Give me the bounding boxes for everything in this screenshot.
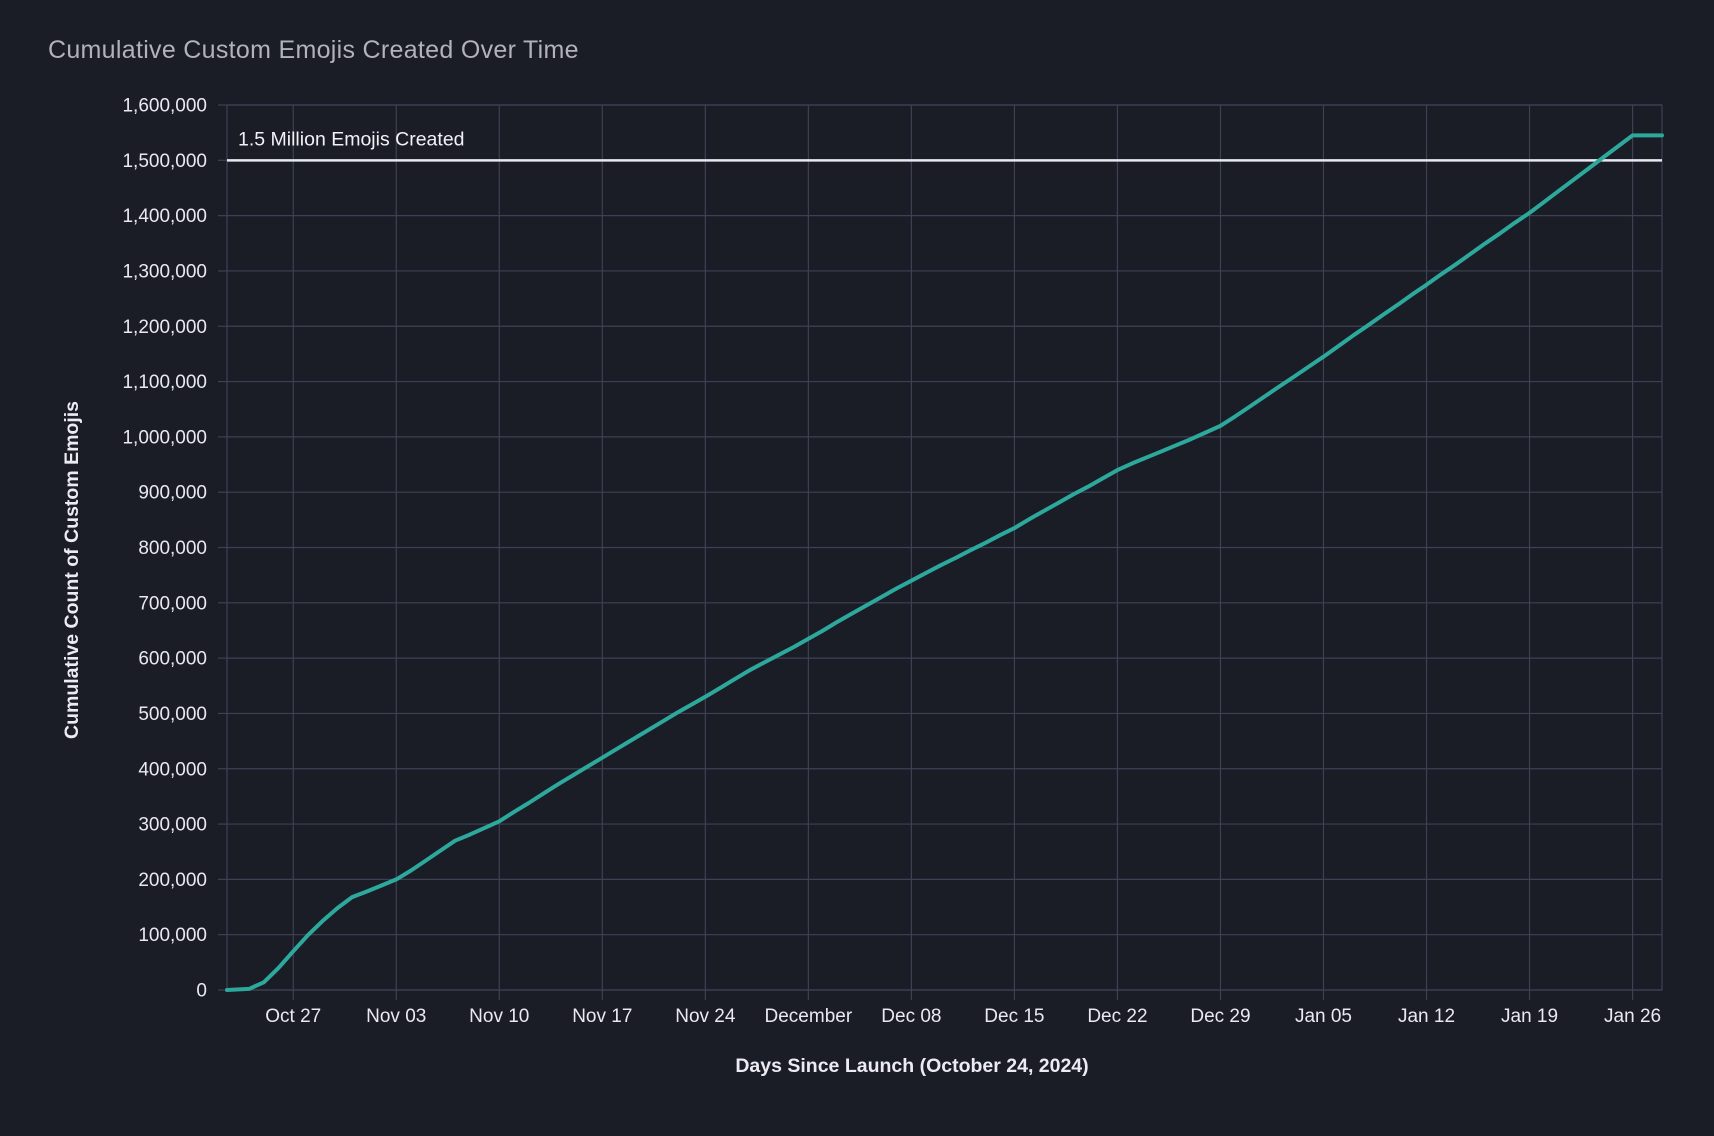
y-tick-label: 1,000,000 [122,427,207,448]
y-tick-label: 1,500,000 [122,151,207,172]
x-tick-label: Jan 26 [1604,1006,1661,1027]
y-tick-label: 0 [196,981,207,1002]
chart-title: Cumulative Custom Emojis Created Over Ti… [48,36,579,64]
x-tick-label: Dec 08 [881,1006,941,1027]
y-tick-label: 400,000 [138,759,207,780]
y-axis-title: Cumulative Count of Custom Emojis [61,401,83,739]
threshold-label: 1.5 Million Emojis Created [238,128,465,150]
y-tick-label: 300,000 [138,815,207,836]
y-tick-label: 1,400,000 [122,206,207,227]
x-tick-label: Jan 05 [1295,1006,1352,1027]
y-tick-label: 1,100,000 [122,372,207,393]
y-tick-label: 1,300,000 [122,261,207,282]
x-tick-label: Oct 27 [265,1006,321,1027]
x-tick-label: Nov 24 [675,1006,736,1027]
x-tick-label: Jan 19 [1501,1006,1558,1027]
x-tick-label: Nov 03 [366,1006,426,1027]
y-tick-label: 200,000 [138,870,207,891]
series-line [225,133,1664,992]
y-tick-label: 800,000 [138,538,207,559]
y-tick-label: 500,000 [138,704,207,725]
x-axis-title: Days Since Launch (October 24, 2024) [735,1055,1088,1077]
x-tick-label: December [765,1006,853,1027]
x-tick-label: Dec 22 [1087,1006,1147,1027]
y-tick-label: 900,000 [138,483,207,504]
y-tick-label: 1,600,000 [122,96,207,117]
plot-frame [226,104,1663,991]
y-tick-label: 1,200,000 [122,317,207,338]
x-tick-label: Nov 10 [469,1006,529,1027]
y-tick-label: 700,000 [138,593,207,614]
x-tick-label: Dec 15 [984,1006,1044,1027]
x-tick-label: Jan 12 [1398,1006,1455,1027]
y-tick-label: 600,000 [138,649,207,670]
x-tick-label: Dec 29 [1190,1006,1250,1027]
x-tick-label: Nov 17 [572,1006,632,1027]
y-tick-label: 100,000 [138,925,207,946]
